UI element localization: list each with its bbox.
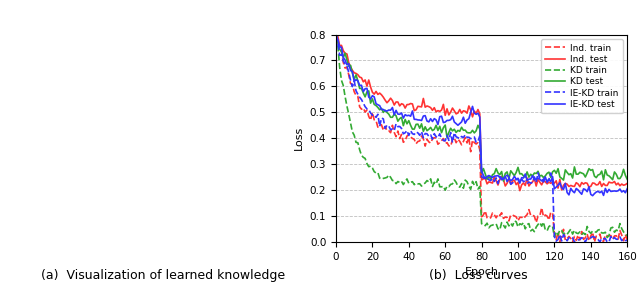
- IE-KD test: [440, 121, 447, 124]
- IE-KD train: [440, 139, 447, 142]
- Ind. test: [611, 180, 618, 183]
- IE-KD test: [589, 194, 596, 197]
- Ind. test: [576, 185, 584, 188]
- Ind. test: [440, 103, 447, 106]
- KD train: [623, 234, 631, 237]
- IE-KD test: [429, 120, 436, 123]
- Y-axis label: Loss: Loss: [294, 126, 304, 150]
- Ind. train: [332, 31, 340, 35]
- KD test: [591, 175, 598, 178]
- KD train: [604, 236, 611, 239]
- KD train: [332, 35, 340, 38]
- KD test: [576, 170, 584, 174]
- Ind. test: [591, 182, 598, 185]
- KD test: [440, 126, 447, 129]
- X-axis label: Epoch: Epoch: [465, 267, 499, 277]
- IE-KD test: [591, 192, 598, 195]
- KD train: [429, 185, 436, 188]
- Ind. train: [440, 137, 447, 140]
- IE-KD test: [623, 187, 631, 191]
- Ind. train: [623, 238, 631, 242]
- KD train: [440, 185, 447, 188]
- Ind. test: [429, 109, 436, 112]
- Ind. test: [516, 189, 524, 192]
- IE-KD train: [412, 130, 420, 134]
- Ind. train: [611, 234, 618, 238]
- KD train: [412, 181, 420, 185]
- KD test: [429, 129, 436, 132]
- IE-KD train: [576, 238, 584, 241]
- Line: IE-KD train: IE-KD train: [336, 35, 627, 242]
- Line: KD train: KD train: [336, 37, 627, 238]
- Line: KD test: KD test: [336, 34, 627, 181]
- IE-KD test: [412, 118, 420, 121]
- KD train: [611, 230, 618, 234]
- IE-KD test: [611, 189, 618, 193]
- Text: (b)  Loss curves: (b) Loss curves: [429, 269, 528, 282]
- IE-KD test: [332, 34, 340, 37]
- KD test: [611, 170, 618, 174]
- Ind. test: [332, 31, 340, 34]
- Ind. train: [412, 142, 420, 145]
- KD train: [574, 232, 582, 235]
- Line: Ind. test: Ind. test: [336, 33, 627, 191]
- Ind. train: [576, 238, 584, 242]
- IE-KD train: [623, 239, 631, 242]
- Ind. test: [623, 182, 631, 185]
- KD test: [412, 123, 420, 126]
- KD test: [332, 32, 340, 36]
- IE-KD train: [591, 235, 598, 239]
- Ind. train: [591, 240, 598, 244]
- IE-KD train: [332, 33, 340, 37]
- Line: Ind. train: Ind. train: [336, 33, 627, 242]
- KD test: [500, 179, 508, 183]
- Ind. train: [429, 137, 436, 141]
- Line: IE-KD test: IE-KD test: [336, 35, 627, 196]
- Ind. test: [412, 108, 420, 111]
- KD test: [623, 177, 631, 181]
- IE-KD test: [574, 188, 582, 192]
- KD train: [589, 229, 596, 233]
- IE-KD train: [429, 137, 436, 141]
- Legend: Ind. train, Ind. test, KD train, KD test, IE-KD train, IE-KD test: Ind. train, Ind. test, KD train, KD test…: [541, 39, 623, 113]
- Text: (a)  Visualization of learned knowledge: (a) Visualization of learned knowledge: [41, 269, 285, 282]
- Ind. train: [569, 240, 577, 244]
- IE-KD train: [571, 240, 579, 244]
- IE-KD train: [611, 236, 618, 239]
